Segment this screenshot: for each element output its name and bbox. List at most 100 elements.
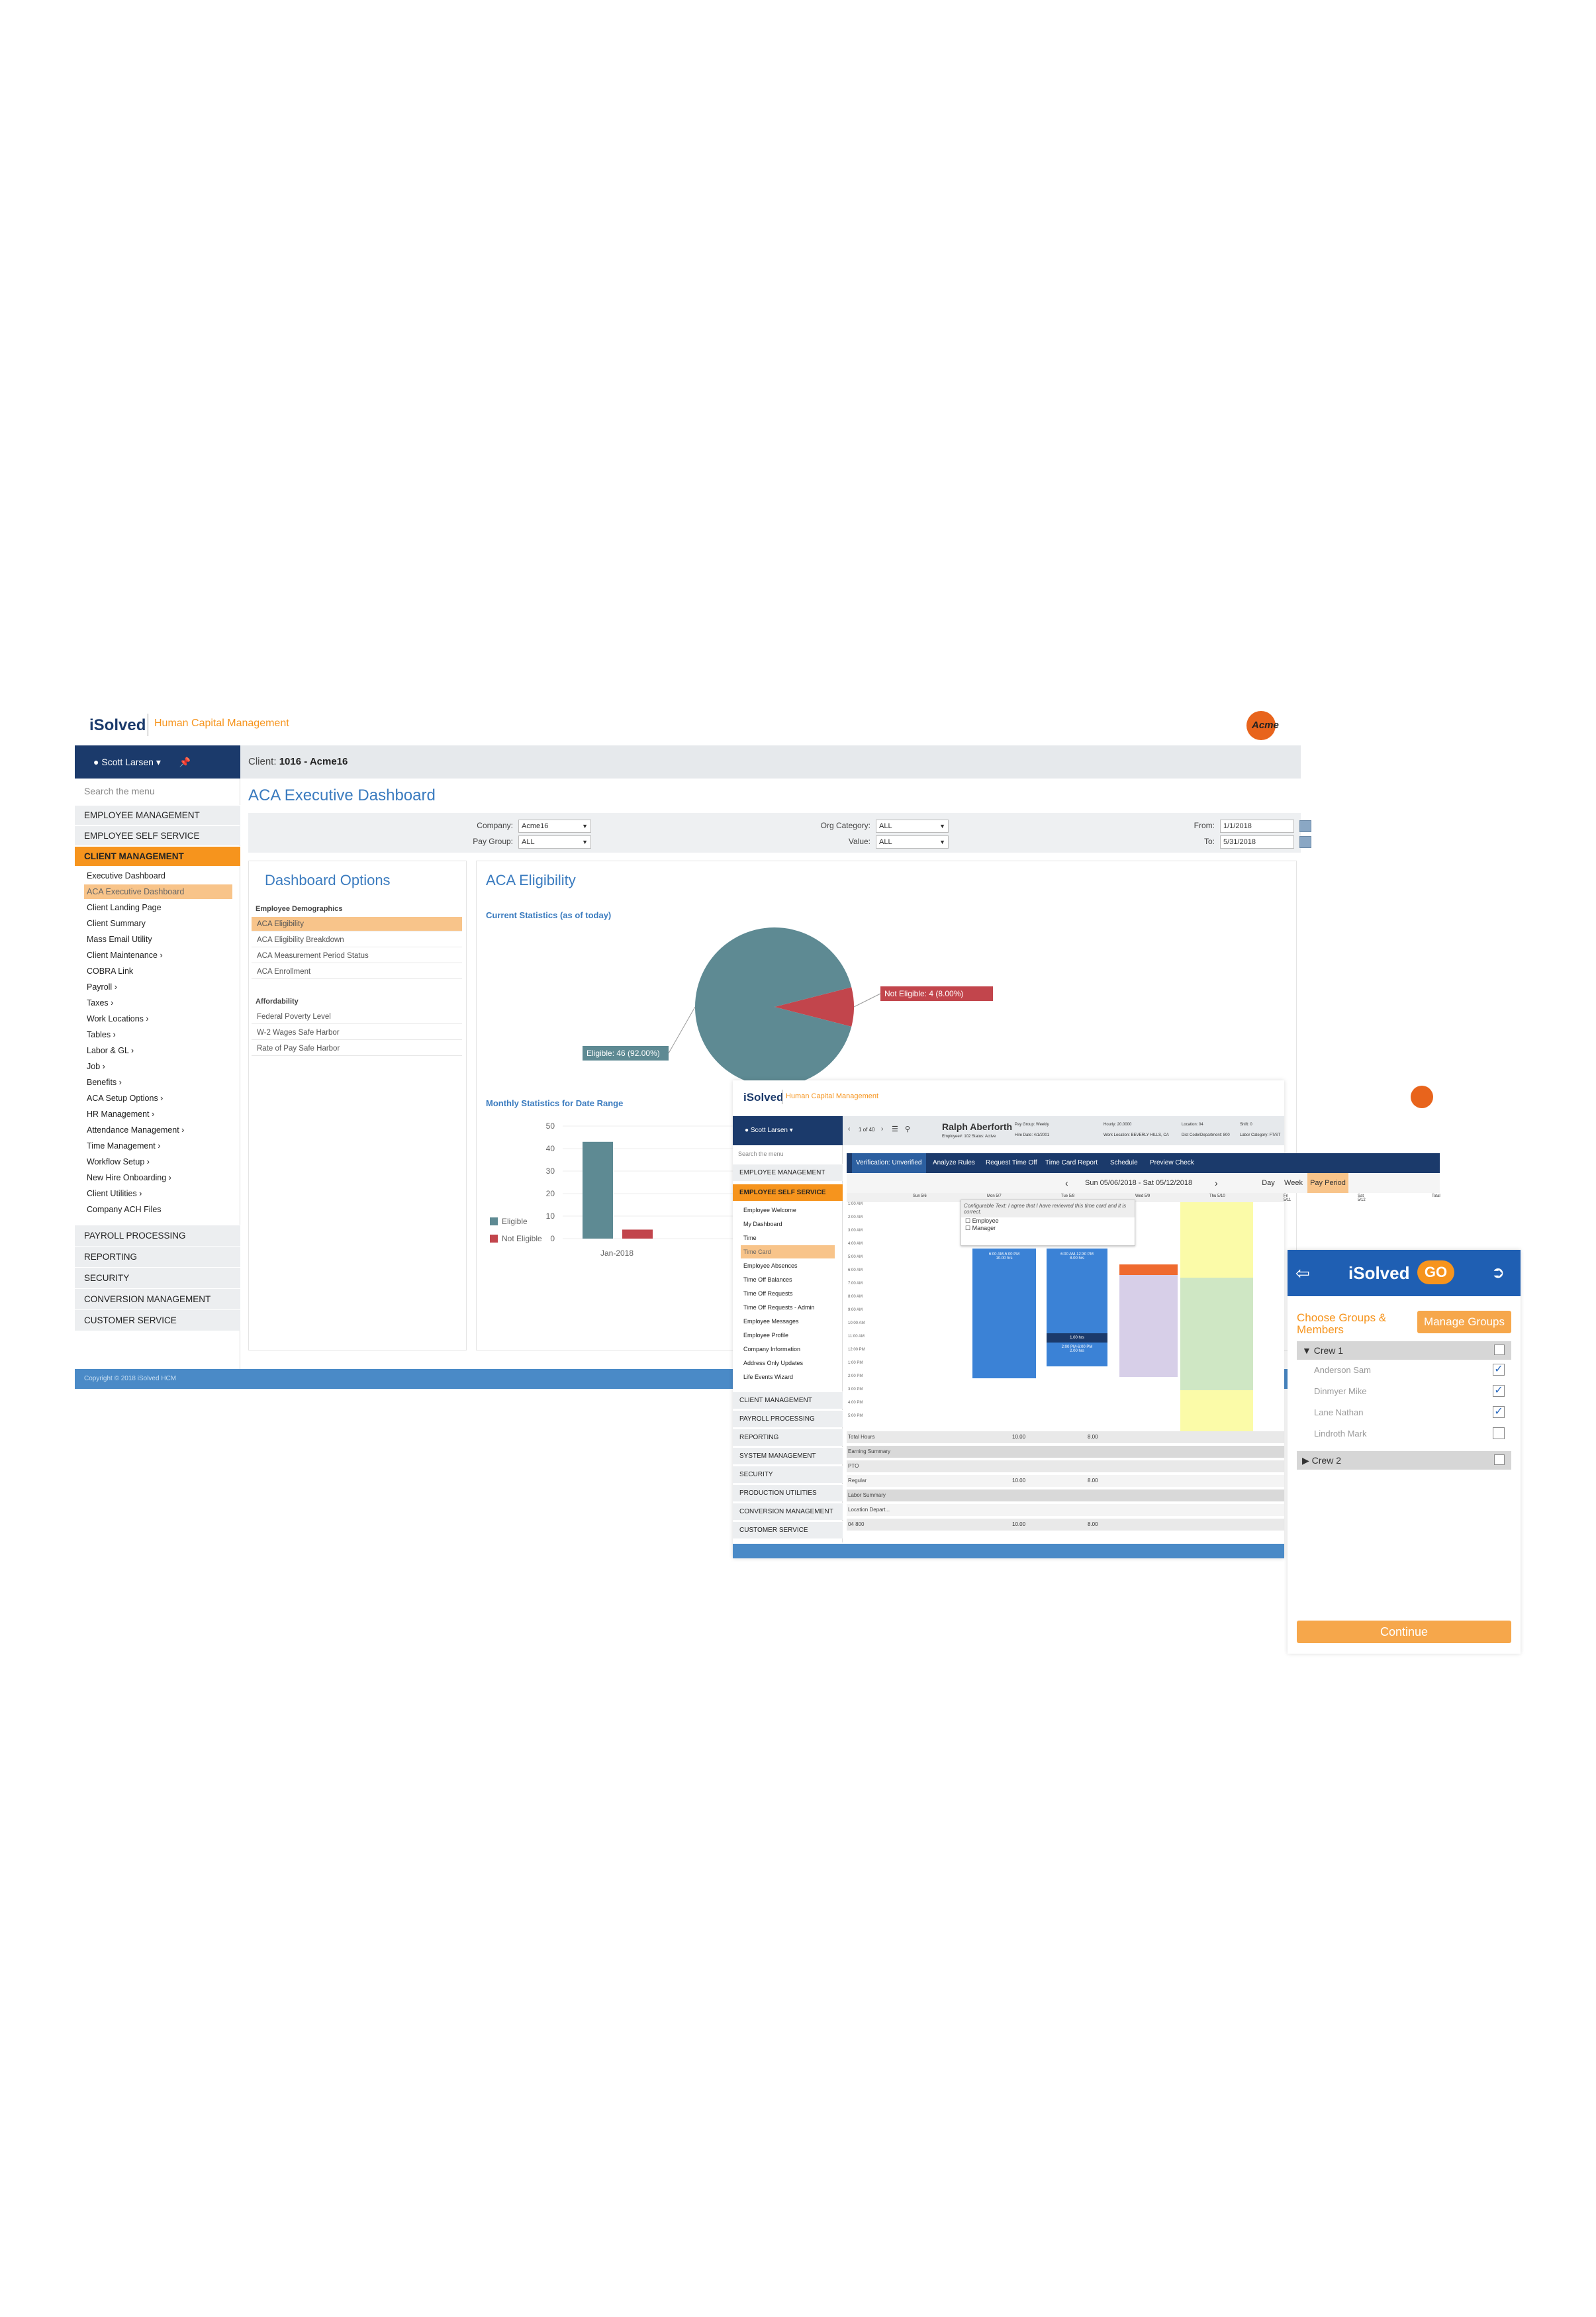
prev-icon[interactable]: ‹: [848, 1125, 851, 1133]
nav-sub-item[interactable]: Labor & GL ›: [84, 1043, 232, 1058]
nav-sub-item[interactable]: Employee Welcome: [743, 1207, 796, 1213]
nav-sub-item[interactable]: ACA Setup Options ›: [84, 1091, 232, 1106]
nav-sub-item[interactable]: Time: [743, 1235, 757, 1241]
nav-sub-item[interactable]: My Dashboard: [743, 1221, 782, 1227]
nav-sub-item[interactable]: Client Utilities ›: [84, 1186, 232, 1201]
manage-groups-button[interactable]: Manage Groups: [1417, 1311, 1511, 1333]
list-icon[interactable]: ☰: [892, 1125, 898, 1133]
option-item[interactable]: ACA Measurement Period Status: [252, 949, 462, 963]
calendar-icon[interactable]: [1299, 820, 1311, 832]
nav-sub-item[interactable]: Mass Email Utility: [84, 932, 232, 947]
paygroup-select[interactable]: ALL ▼: [518, 835, 591, 849]
nav-sub-item[interactable]: Tables ›: [84, 1027, 232, 1042]
member-checkbox[interactable]: ✓: [1493, 1385, 1505, 1397]
toolbar-item[interactable]: Time Card Report: [1045, 1159, 1098, 1166]
nav-sub-item[interactable]: Workflow Setup ›: [84, 1155, 232, 1169]
nav-sub-item[interactable]: Time Card: [741, 1245, 835, 1258]
option-item[interactable]: ACA Eligibility Breakdown: [252, 933, 462, 947]
nav-sub-item[interactable]: COBRA Link: [84, 964, 232, 978]
option-manager[interactable]: ☐ Manager: [965, 1225, 996, 1231]
user-menu[interactable]: ● Scott Larsen ▾: [733, 1116, 843, 1145]
next-week-icon[interactable]: ›: [1215, 1178, 1218, 1188]
bar-eligible[interactable]: [583, 1141, 613, 1239]
pie-slice-not-eligible[interactable]: [775, 987, 854, 1027]
option-employee[interactable]: ☐ Employee: [965, 1217, 999, 1224]
nav-sub-item[interactable]: Job ›: [84, 1059, 232, 1074]
menu-search-input[interactable]: Search the menu: [84, 786, 155, 796]
search-icon[interactable]: ⚲: [905, 1125, 911, 1133]
from-date-input[interactable]: 1/1/2018: [1220, 820, 1294, 833]
nav-employee-management[interactable]: EMPLOYEE MANAGEMENT: [733, 1164, 843, 1181]
nav-sub-item[interactable]: Benefits ›: [84, 1075, 232, 1090]
nav-reporting[interactable]: REPORTING: [733, 1429, 843, 1446]
value-select[interactable]: ALL ▼: [876, 835, 949, 849]
time-block-wed-am[interactable]: 6:00 AM-12:30 PM 8.00 hrs: [1047, 1249, 1107, 1333]
nav-sub-item[interactable]: Client Summary: [84, 916, 232, 931]
time-block-wed-pm[interactable]: 2:00 PM-6:00 PM 2.00 hrs: [1047, 1343, 1107, 1366]
nav-employee-self-service[interactable]: EMPLOYEE SELF SERVICE: [75, 826, 240, 845]
org-category-select[interactable]: ALL ▼: [876, 820, 949, 833]
nav-sub-item[interactable]: Life Events Wizard: [743, 1374, 794, 1380]
nav-customer-service[interactable]: CUSTOMER SERVICE: [75, 1309, 240, 1331]
nav-sub-item[interactable]: Time Off Requests - Admin: [743, 1304, 815, 1311]
pie-slice-eligible[interactable]: [695, 927, 852, 1086]
nav-sub-item[interactable]: Time Management ›: [84, 1139, 232, 1153]
nav-sub-item[interactable]: Time Off Requests: [743, 1290, 793, 1297]
to-date-input[interactable]: 5/31/2018: [1220, 835, 1294, 849]
option-item[interactable]: W-2 Wages Safe Harbor: [252, 1025, 462, 1040]
nav-security[interactable]: SECURITY: [733, 1466, 843, 1483]
nav-security[interactable]: SECURITY: [75, 1267, 240, 1288]
nav-sub-item[interactable]: Payroll ›: [84, 980, 232, 994]
nav-sub-item[interactable]: Employee Absences: [743, 1262, 798, 1269]
company-select[interactable]: Acme16 ▼: [518, 820, 591, 833]
back-arrow-icon[interactable]: ⇦: [1295, 1263, 1310, 1283]
nav-sub-item[interactable]: Employee Profile: [743, 1332, 789, 1339]
nav-client-management[interactable]: CLIENT MANAGEMENT: [733, 1392, 843, 1409]
nav-sub-item[interactable]: Client Maintenance ›: [84, 948, 232, 963]
nav-conversion-management[interactable]: CONVERSION MANAGEMENT: [75, 1288, 240, 1309]
nav-employee-management[interactable]: EMPLOYEE MANAGEMENT: [75, 805, 240, 825]
nav-payroll-processing[interactable]: PAYROLL PROCESSING: [733, 1410, 843, 1427]
next-icon[interactable]: ›: [881, 1125, 884, 1133]
nav-reporting[interactable]: REPORTING: [75, 1246, 240, 1267]
nav-sub-item[interactable]: Taxes ›: [84, 996, 232, 1010]
nav-client-management[interactable]: CLIENT MANAGEMENT: [75, 846, 240, 866]
nav-payroll-processing[interactable]: PAYROLL PROCESSING: [75, 1225, 240, 1246]
nav-sub-item[interactable]: Address Only Updates: [743, 1360, 804, 1366]
bar-not-eligible[interactable]: [622, 1229, 653, 1239]
option-item[interactable]: ACA Eligibility: [252, 917, 462, 931]
nav-sub-item[interactable]: ACA Executive Dashboard: [84, 884, 232, 899]
continue-button[interactable]: Continue: [1297, 1621, 1511, 1643]
option-item[interactable]: Federal Poverty Level: [252, 1010, 462, 1024]
logout-icon[interactable]: ➲: [1491, 1264, 1505, 1282]
nav-employee-self-service[interactable]: EMPLOYEE SELF SERVICE: [733, 1184, 843, 1201]
crew-checkbox[interactable]: [1494, 1345, 1505, 1355]
toolbar-item[interactable]: Request Time Off: [986, 1159, 1037, 1166]
option-item[interactable]: Rate of Pay Safe Harbor: [252, 1041, 462, 1056]
option-item[interactable]: ACA Enrollment: [252, 965, 462, 979]
crew-header[interactable]: ▶ Crew 2: [1297, 1451, 1511, 1470]
nav-sub-item[interactable]: Time Off Balances: [743, 1276, 792, 1283]
nav-sub-item[interactable]: Employee Messages: [743, 1318, 799, 1325]
member-checkbox[interactable]: ✓: [1493, 1364, 1505, 1376]
toolbar-item[interactable]: Verification: Unverified: [852, 1153, 926, 1173]
schedule-block[interactable]: [1180, 1278, 1253, 1390]
toolbar-item[interactable]: Schedule: [1110, 1159, 1138, 1166]
member-checkbox[interactable]: [1493, 1427, 1505, 1439]
nav-customer-service[interactable]: CUSTOMER SERVICE: [733, 1521, 843, 1538]
crew-header[interactable]: ▼ Crew 1: [1297, 1341, 1511, 1360]
nav-production-utilities[interactable]: PRODUCTION UTILITIES: [733, 1484, 843, 1501]
view-tab[interactable]: Pay Period: [1307, 1173, 1348, 1193]
view-tab[interactable]: Week: [1284, 1179, 1303, 1187]
isolved-logo[interactable]: iSolved: [89, 716, 146, 734]
nav-sub-item[interactable]: Executive Dashboard: [84, 869, 232, 883]
isolved-logo[interactable]: iSolved: [743, 1091, 784, 1104]
menu-search-input[interactable]: Search the menu: [738, 1151, 784, 1157]
crew-checkbox[interactable]: [1494, 1454, 1505, 1465]
toolbar-item[interactable]: Preview Check: [1150, 1159, 1194, 1166]
lunch-block[interactable]: 1.00 hrs: [1047, 1333, 1107, 1343]
nav-sub-item[interactable]: HR Management ›: [84, 1107, 232, 1121]
pin-icon[interactable]: 📌: [179, 757, 191, 767]
time-block-tue[interactable]: 6:00 AM-5:00 PM 10.00 hrs: [972, 1249, 1036, 1378]
nav-sub-item[interactable]: Client Landing Page: [84, 900, 232, 915]
